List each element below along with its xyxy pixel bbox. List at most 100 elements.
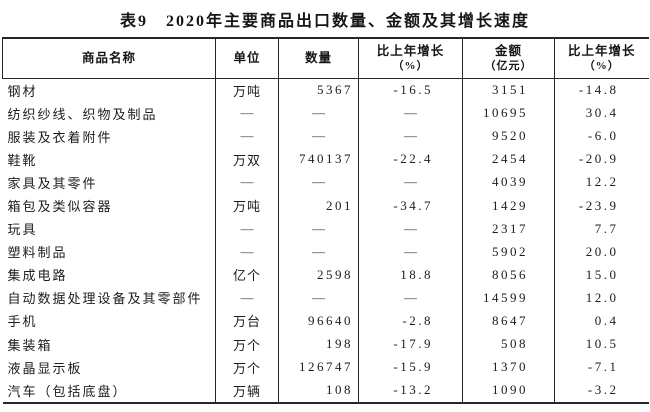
- cell-value: 1090: [462, 378, 555, 403]
- table-row: 液晶显示板 万个 126747 -15.9 1370 -7.1: [3, 355, 649, 379]
- table-row: 塑料制品 — — — 5902 20.0: [3, 240, 649, 264]
- table-row: 鞋靴 万双 740137 -22.4 2454 -20.9: [3, 147, 649, 171]
- cell-value-growth: -20.9: [554, 147, 649, 171]
- cell-value: 1370: [462, 355, 555, 379]
- cell-unit: 万双: [215, 147, 279, 171]
- cell-unit: 万个: [215, 355, 279, 379]
- cell-unit: 万台: [215, 309, 279, 333]
- table-row: 纺织纱线、织物及制品 — — — 10695 30.4: [3, 101, 649, 125]
- cell-value-growth: 12.0: [554, 286, 649, 310]
- cell-unit: —: [215, 124, 279, 148]
- table-row: 钢材 万吨 5367 -16.5 3151 -14.8: [3, 78, 649, 102]
- cell-value-growth: 12.2: [554, 170, 649, 194]
- cell-quantity: —: [278, 170, 359, 194]
- cell-quantity-growth: -34.7: [358, 194, 463, 218]
- cell-commodity-name: 自动数据处理设备及其零部件: [7, 291, 203, 307]
- cell-value: 2454: [462, 147, 555, 171]
- cell-value: 508: [462, 332, 555, 356]
- cell-quantity-growth: —: [358, 286, 463, 310]
- cell-quantity: —: [278, 217, 359, 241]
- cell-quantity: —: [278, 286, 359, 310]
- header-unit: 单位: [215, 38, 279, 79]
- cell-value-growth: 10.5: [554, 332, 649, 356]
- header-line1: 比上年增长: [567, 43, 636, 58]
- header-quantity: 数量: [278, 38, 359, 79]
- cell-commodity-name: 液晶显示板: [7, 360, 83, 376]
- cell-value: 10695: [462, 101, 555, 125]
- cell-quantity-growth: —: [358, 217, 463, 241]
- header-line2: （%）: [583, 60, 620, 73]
- cell-value-growth: 20.0: [554, 240, 649, 264]
- header-line1: 商品名称: [81, 51, 136, 66]
- cell-unit: —: [215, 170, 279, 194]
- cell-commodity-name: 家具及其零件: [7, 175, 98, 191]
- cell-quantity-growth: -13.2: [358, 378, 463, 403]
- header-line1: 比上年增长: [376, 43, 445, 58]
- cell-commodity-name: 集装箱: [7, 337, 53, 353]
- cell-quantity-growth: —: [358, 240, 463, 264]
- table-row: 集成电路 亿个 2598 18.8 8056 15.0: [3, 263, 649, 287]
- cell-commodity-name: 集成电路: [7, 268, 68, 284]
- cell-value: 3151: [462, 78, 555, 102]
- cell-value: 4039: [462, 170, 555, 194]
- cell-quantity: 96640: [278, 309, 359, 333]
- cell-unit: —: [215, 240, 279, 264]
- cell-quantity: 2598: [278, 263, 359, 287]
- cell-quantity-growth: -2.8: [358, 309, 463, 333]
- cell-value-growth: -14.8: [554, 78, 649, 102]
- header-value-growth: 比上年增长 （%）: [554, 38, 649, 79]
- cell-quantity: 108: [278, 378, 359, 403]
- cell-unit: —: [215, 217, 279, 241]
- header-line1: 数量: [304, 51, 332, 66]
- cell-commodity-name: 服装及衣着附件: [7, 129, 113, 145]
- cell-unit: 万辆: [215, 378, 279, 403]
- header-line2: （%）: [392, 60, 429, 73]
- header-line1: 金额: [494, 43, 522, 58]
- cell-commodity-name: 箱包及类似容器: [7, 199, 113, 215]
- cell-quantity-growth: -17.9: [358, 332, 463, 356]
- cell-quantity: 126747: [278, 355, 359, 379]
- cell-quantity-growth: -22.4: [358, 147, 463, 171]
- table-body: 钢材 万吨 5367 -16.5 3151 -14.8 纺织纱线、织物及制品 —…: [3, 78, 649, 403]
- cell-value: 1429: [462, 194, 555, 218]
- header-value: 金额 （亿元）: [462, 38, 555, 79]
- cell-value-growth: 0.4: [554, 309, 649, 333]
- cell-quantity-growth: —: [358, 124, 463, 148]
- cell-value-growth: -7.1: [554, 355, 649, 379]
- cell-value: 5902: [462, 240, 555, 264]
- cell-value-growth: 7.7: [554, 217, 649, 241]
- cell-value: 8056: [462, 263, 555, 287]
- cell-value-growth: 30.4: [554, 101, 649, 125]
- table-header: 商品名称 单位 数量 比上年增长 （%） 金额 （亿元）: [2, 38, 649, 79]
- header-line2: （亿元）: [484, 60, 533, 73]
- header-line1: 单位: [233, 51, 261, 66]
- cell-quantity: —: [278, 240, 359, 264]
- cell-value-growth: 15.0: [554, 263, 649, 287]
- cell-unit: 亿个: [215, 263, 279, 287]
- cell-quantity-growth: —: [358, 101, 463, 125]
- header-row: 商品名称 单位 数量 比上年增长 （%） 金额 （亿元）: [2, 38, 649, 79]
- cell-quantity-growth: 18.8: [358, 263, 463, 287]
- cell-quantity-growth: -16.5: [358, 78, 463, 102]
- cell-unit: 万吨: [215, 194, 279, 218]
- cell-value-growth: -23.9: [554, 194, 649, 218]
- export-commodities-table: 商品名称 单位 数量 比上年增长 （%） 金额 （亿元）: [2, 37, 649, 404]
- table-title: 表9 2020年主要商品出口数量、金额及其增长速度: [119, 13, 530, 30]
- cell-quantity: —: [278, 124, 359, 148]
- table-row: 玩具 — — — 2317 7.7: [3, 217, 649, 241]
- table-row: 家具及其零件 — — — 4039 12.2: [3, 170, 649, 194]
- cell-commodity-name: 玩具: [7, 222, 38, 238]
- table-row: 手机 万台 96640 -2.8 8647 0.4: [3, 309, 649, 333]
- cell-unit: —: [215, 101, 279, 125]
- cell-value-growth: -6.0: [554, 124, 649, 148]
- table-row: 集装箱 万个 198 -17.9 508 10.5: [3, 332, 649, 356]
- cell-unit: —: [215, 286, 279, 310]
- table-row: 服装及衣着附件 — — — 9520 -6.0: [3, 124, 649, 148]
- table-row: 自动数据处理设备及其零部件 — — — 14599 12.0: [3, 286, 649, 310]
- cell-quantity-growth: —: [358, 170, 463, 194]
- table-row: 箱包及类似容器 万吨 201 -34.7 1429 -23.9: [3, 194, 649, 218]
- cell-value: 2317: [462, 217, 555, 241]
- cell-commodity-name: 塑料制品: [7, 245, 68, 261]
- cell-commodity-name: 汽车（包括底盘）: [7, 383, 128, 399]
